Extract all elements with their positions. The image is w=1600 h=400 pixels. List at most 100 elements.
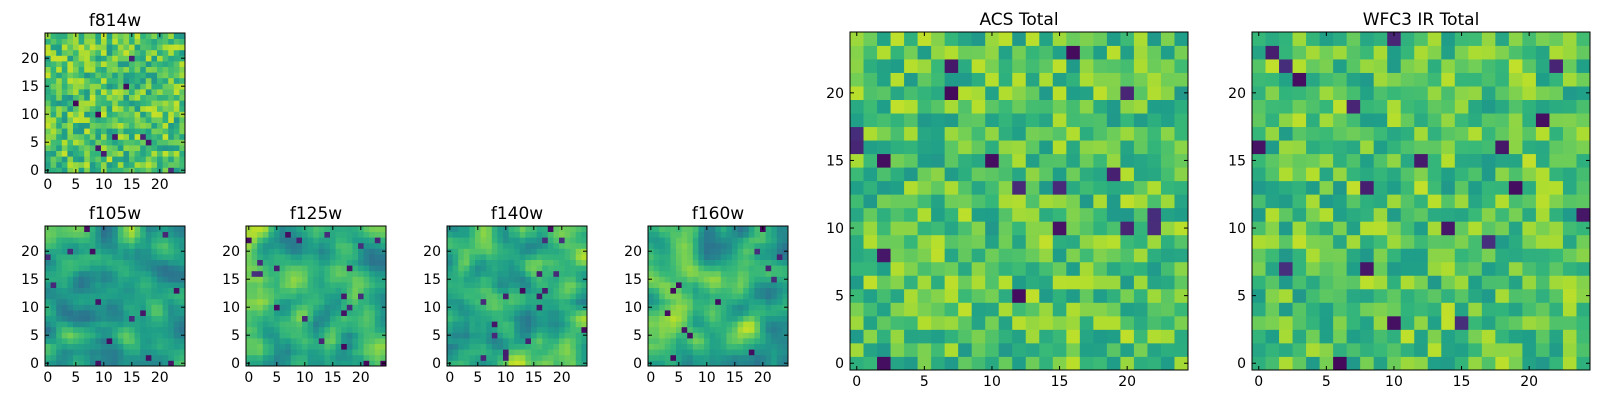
- heatmap-cell: [776, 231, 783, 238]
- heatmap-cell: [369, 310, 376, 316]
- heatmap-cell: [463, 354, 470, 361]
- heatmap-cell: [653, 326, 660, 333]
- heatmap-cell: [1576, 207, 1591, 222]
- heatmap-cell: [1576, 153, 1591, 168]
- heatmap-cell: [931, 32, 946, 46]
- heatmap-cell: [1012, 207, 1027, 222]
- heatmap-cell: [257, 332, 264, 339]
- heatmap-cell: [1481, 72, 1496, 87]
- heatmap-cell: [123, 332, 130, 339]
- heatmap-cell: [564, 360, 571, 367]
- heatmap-cell: [380, 287, 387, 294]
- heatmap-cell: [1052, 221, 1067, 236]
- panel-f125w: f125w 0 5 10 15 20 0 5 10 15 20: [222, 204, 387, 386]
- heatmap-cell: [575, 231, 582, 238]
- heatmap-cell: [653, 248, 660, 255]
- heatmap-cell: [525, 259, 532, 266]
- heatmap-cell: [917, 45, 932, 60]
- heatmap-cell: [1147, 45, 1162, 60]
- heatmap-cell: [760, 293, 766, 300]
- heatmap-cell: [1346, 234, 1361, 249]
- plot-frame: [446, 225, 588, 367]
- heatmap-cell: [324, 349, 331, 356]
- heatmap-cell: [1052, 140, 1067, 155]
- heatmap-cell: [575, 338, 582, 344]
- heatmap-cell: [1400, 329, 1415, 344]
- heatmap-cell: [1454, 194, 1469, 209]
- heatmap-cell: [123, 276, 130, 283]
- heatmap-cell: [698, 293, 705, 300]
- heatmap-cell: [246, 298, 252, 305]
- heatmap-cell: [112, 287, 119, 294]
- heatmap-cell: [1306, 167, 1320, 182]
- heatmap-cell: [117, 360, 124, 367]
- heatmap-cell: [570, 315, 577, 322]
- heatmap-cell: [140, 338, 147, 344]
- heatmap-cell: [659, 248, 666, 255]
- heatmap-cell: [771, 254, 778, 260]
- heatmap-cell: [1468, 275, 1483, 290]
- heatmap-cell: [140, 237, 147, 244]
- heatmap-cell: [179, 237, 186, 244]
- heatmap-cell: [1576, 72, 1591, 87]
- heatmap-cell: [1481, 86, 1496, 100]
- heatmap-cell: [162, 326, 169, 333]
- heatmap-cell: [61, 343, 68, 350]
- heatmap-cell: [508, 282, 515, 288]
- heatmap-cell: [1522, 113, 1537, 128]
- heatmap-cell: [352, 349, 359, 356]
- heatmap-cell: [931, 99, 946, 114]
- heatmap-cell: [687, 265, 694, 272]
- heatmap-cell: [931, 113, 946, 128]
- heatmap-cell: [262, 259, 269, 266]
- heatmap-cell: [917, 288, 932, 303]
- heatmap-cell: [302, 270, 308, 277]
- heatmap-cell: [681, 276, 688, 283]
- heatmap-cell: [318, 265, 325, 272]
- heatmap-cell: [173, 133, 180, 140]
- heatmap-cell: [1562, 194, 1577, 209]
- heatmap-cell: [709, 315, 716, 322]
- heatmap-cell: [715, 226, 722, 232]
- heatmap-cell: [302, 248, 308, 255]
- heatmap-cell: [129, 248, 135, 255]
- heatmap-cell: [173, 332, 180, 339]
- heatmap-cell: [698, 315, 705, 322]
- heatmap-cell: [1549, 356, 1564, 371]
- heatmap-cell: [681, 310, 688, 316]
- heatmap-cell: [1292, 234, 1307, 249]
- heatmap-cell: [503, 242, 509, 249]
- heatmap-cell: [1025, 315, 1040, 330]
- heatmap-cell: [890, 302, 905, 317]
- heatmap-cell: [106, 237, 113, 244]
- heatmap-cell: [374, 282, 381, 288]
- heatmap-cell: [380, 237, 387, 244]
- heatmap-cell: [84, 349, 91, 356]
- heatmap-cell: [302, 310, 308, 316]
- heatmap-cell: [553, 293, 560, 300]
- heatmap-cell: [1441, 329, 1456, 344]
- heatmap-cell: [525, 343, 532, 350]
- heatmap-cell: [958, 99, 973, 114]
- heatmap-cell: [1306, 261, 1320, 276]
- heatmap-cells: [1252, 32, 1591, 371]
- heatmap-cell: [61, 237, 68, 244]
- heatmap-cell: [123, 293, 130, 300]
- heatmap-cell: [313, 231, 320, 238]
- heatmap-cell: [743, 326, 750, 333]
- heatmap-cell: [1360, 194, 1375, 209]
- heatmap-cell: [117, 276, 124, 283]
- heatmap-cell: [101, 66, 107, 73]
- heatmap-cell: [56, 265, 63, 272]
- heatmap-cell: [904, 302, 918, 317]
- heatmap-cell: [1066, 248, 1081, 263]
- heatmap-cell: [369, 259, 376, 266]
- heatmap-cell: [89, 44, 96, 51]
- heatmap-cell: [575, 343, 582, 350]
- heatmap-cell: [313, 321, 320, 328]
- heatmap-cell: [1160, 342, 1175, 357]
- heatmap-cell: [1535, 153, 1550, 168]
- heatmap-cell: [279, 287, 286, 294]
- heatmap-cell: [985, 59, 1000, 73]
- heatmap-cell: [369, 360, 376, 367]
